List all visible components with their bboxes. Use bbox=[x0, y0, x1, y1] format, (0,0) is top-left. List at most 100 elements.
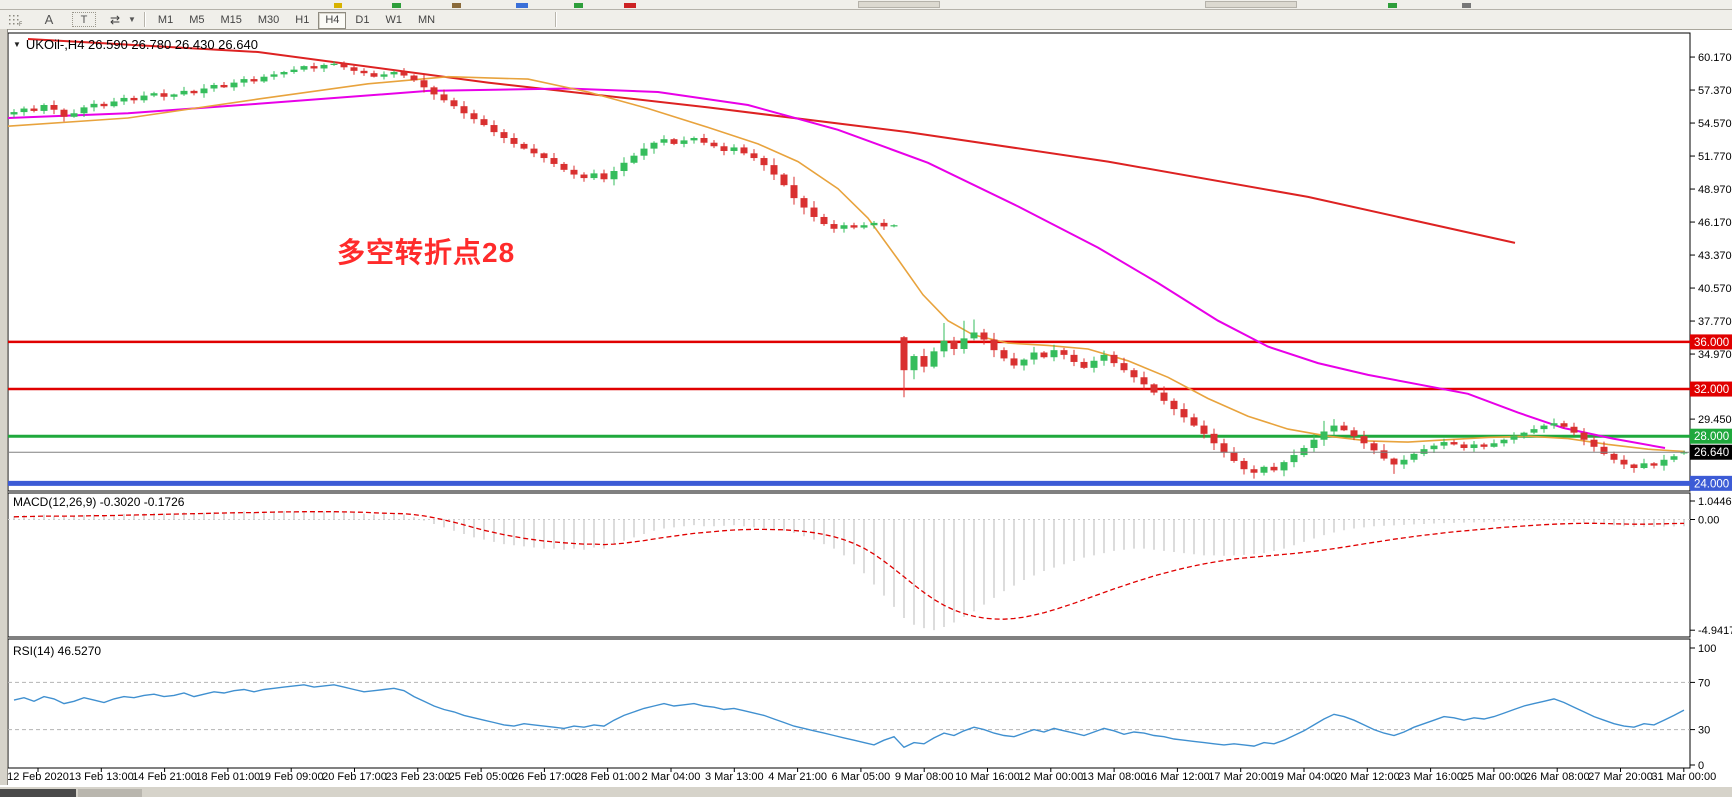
timeframe-button-H1[interactable]: H1 bbox=[295, 14, 310, 26]
toolbar-button-fragment bbox=[1205, 1, 1297, 8]
status-segment bbox=[78, 789, 142, 797]
level-badge-24.000: 24.000 bbox=[1690, 475, 1732, 491]
toolbar-icon-fragment bbox=[516, 3, 528, 8]
svg-text:70: 70 bbox=[1698, 677, 1710, 689]
svg-text:57.370: 57.370 bbox=[1698, 85, 1732, 97]
svg-text:30: 30 bbox=[1698, 725, 1710, 737]
time-axis-label: 2 Mar 04:00 bbox=[642, 771, 701, 783]
svg-text:26.640: 26.640 bbox=[1694, 447, 1729, 459]
time-axis-label: 6 Mar 05:00 bbox=[832, 771, 891, 783]
time-axis-label: 23 Feb 23:00 bbox=[385, 771, 450, 783]
macd-axis-ticks: 1.0446 0.00 -4.9417 bbox=[1690, 496, 1732, 637]
level-badge-28.000: 28.000 bbox=[1690, 428, 1732, 444]
time-axis-label: 31 Mar 00:00 bbox=[1651, 771, 1716, 783]
price-scale-column[interactable] bbox=[1691, 33, 1732, 785]
svg-text:46.170: 46.170 bbox=[1698, 217, 1732, 229]
toolbar-icon-fragment bbox=[1462, 3, 1471, 8]
time-axis-label: 18 Feb 01:00 bbox=[195, 771, 260, 783]
ma-line-orange bbox=[7, 75, 1686, 453]
toolbar-icon-fragment bbox=[334, 3, 342, 8]
time-axis-label: 3 Mar 13:00 bbox=[705, 771, 764, 783]
svg-text:60.170: 60.170 bbox=[1698, 52, 1732, 64]
svg-text:F: F bbox=[19, 22, 22, 26]
time-axis-label: 23 Mar 16:00 bbox=[1398, 771, 1463, 783]
time-axis-label: 20 Mar 12:00 bbox=[1335, 771, 1400, 783]
svg-text:43.370: 43.370 bbox=[1698, 250, 1732, 262]
toolbar-icon-fragment bbox=[392, 3, 401, 8]
rsi-plot-area[interactable] bbox=[7, 638, 1691, 769]
candles-layer bbox=[10, 61, 1688, 479]
time-axis-label: 25 Mar 00:00 bbox=[1461, 771, 1526, 783]
timeframe-button-M1[interactable]: M1 bbox=[157, 14, 174, 26]
time-axis-label: 13 Mar 08:00 bbox=[1082, 771, 1147, 783]
window-frame-edge bbox=[0, 29, 8, 785]
symbol-collapse-arrow-icon[interactable]: ▼ bbox=[13, 40, 21, 49]
time-axis-label: 14 Feb 21:00 bbox=[132, 771, 197, 783]
macd-histogram bbox=[13, 510, 1685, 631]
toolbar-separator bbox=[143, 12, 146, 27]
cycle-lines-tool[interactable]: ⇄ bbox=[109, 12, 121, 27]
toolbar-icon-fragment bbox=[624, 3, 636, 8]
timeframe-button-M5[interactable]: M5 bbox=[189, 14, 205, 26]
time-axis-label: 25 Feb 05:00 bbox=[449, 771, 514, 783]
svg-text:100: 100 bbox=[1698, 643, 1716, 655]
toolbar-icon-fragment bbox=[452, 3, 461, 8]
rsi-axis-ticks: 100 70 30 0 bbox=[1690, 643, 1716, 772]
macd-plot-area[interactable] bbox=[7, 492, 1691, 638]
svg-text:48.970: 48.970 bbox=[1698, 184, 1732, 196]
timeframe-bar: M1 M5 M15 M30 H1 H4 D1 W1 MN bbox=[150, 10, 443, 29]
macd-label: MACD(12,26,9) -0.3020 -0.1726 bbox=[13, 495, 185, 509]
timeframe-button-M15[interactable]: M15 bbox=[220, 14, 242, 26]
svg-text:32.000: 32.000 bbox=[1694, 384, 1729, 396]
svg-text:54.570: 54.570 bbox=[1698, 118, 1732, 130]
macd-signal-line bbox=[13, 511, 1685, 620]
timeframe-button-MN[interactable]: MN bbox=[417, 14, 436, 26]
svg-text:34.970: 34.970 bbox=[1698, 349, 1732, 361]
time-axis-label: 27 Mar 20:00 bbox=[1588, 771, 1653, 783]
timeframe-button-H4[interactable]: H4 bbox=[318, 12, 347, 29]
time-axis-label: 17 Mar 20:00 bbox=[1208, 771, 1273, 783]
grid-dots-icon: F bbox=[9, 14, 22, 26]
time-axis-label: 26 Feb 17:00 bbox=[512, 771, 577, 783]
chevron-down-icon[interactable]: ▼ bbox=[128, 15, 136, 24]
svg-text:0.00: 0.00 bbox=[1698, 515, 1719, 527]
time-axis-label: 20 Feb 17:00 bbox=[322, 771, 387, 783]
time-axis-label: 13 Feb 13:00 bbox=[69, 771, 134, 783]
svg-text:-4.9417: -4.9417 bbox=[1698, 625, 1732, 637]
timeframe-button-W1[interactable]: W1 bbox=[385, 14, 402, 26]
text-box-tool[interactable]: T bbox=[72, 12, 96, 27]
time-axis-label: 12 Feb 2020 bbox=[7, 771, 69, 783]
text-label-tool[interactable]: A bbox=[44, 12, 54, 27]
svg-text:0: 0 bbox=[1698, 760, 1704, 772]
timeframe-button-D1[interactable]: D1 bbox=[355, 14, 370, 26]
time-axis-label: 9 Mar 08:00 bbox=[895, 771, 954, 783]
toolbar-separator bbox=[555, 12, 558, 27]
current-price-badge: 26.640 bbox=[1690, 444, 1732, 460]
time-axis-label: 19 Mar 04:00 bbox=[1272, 771, 1337, 783]
trend-annotation-text[interactable]: 多空转折点28 bbox=[337, 237, 516, 268]
main-plot-area[interactable] bbox=[7, 32, 1691, 492]
svg-text:24.000: 24.000 bbox=[1694, 478, 1729, 490]
time-axis-label: 28 Feb 01:00 bbox=[575, 771, 640, 783]
svg-text:51.770: 51.770 bbox=[1698, 151, 1732, 163]
level-badge-32.000: 32.000 bbox=[1690, 381, 1732, 397]
toolbar-icon-fragment bbox=[574, 3, 583, 8]
crosshair-grid-icon[interactable]: F bbox=[6, 12, 24, 28]
rsi-label: RSI(14) 46.5270 bbox=[13, 644, 102, 658]
chart-toolbar: F A T ⇄ ▼ M1 M5 M15 M30 H1 H4 D1 W1 MN bbox=[0, 10, 1732, 30]
chart-title-text: UKOil-,H4 26.590 26.780 26.430 26.640 bbox=[25, 37, 258, 52]
status-segment bbox=[0, 789, 76, 797]
status-strip-clipped bbox=[0, 786, 1732, 797]
svg-text:40.570: 40.570 bbox=[1698, 283, 1732, 295]
ma-line-magenta bbox=[7, 87, 1666, 449]
rsi-line bbox=[13, 684, 1685, 749]
timeframe-button-M30[interactable]: M30 bbox=[257, 14, 280, 26]
time-axis-label: 26 Mar 08:00 bbox=[1525, 771, 1590, 783]
time-axis-label: 19 Feb 09:00 bbox=[259, 771, 324, 783]
svg-text:36.000: 36.000 bbox=[1694, 337, 1729, 349]
price-axis-ticks: 60.170 57.370 54.570 51.770 48.970 46.170 43.3… bbox=[1690, 52, 1732, 426]
chart-symbol-title: ▼ UKOil-,H4 26.590 26.780 26.430 26.640 bbox=[13, 37, 258, 52]
time-axis-label: 10 Mar 16:00 bbox=[955, 771, 1020, 783]
